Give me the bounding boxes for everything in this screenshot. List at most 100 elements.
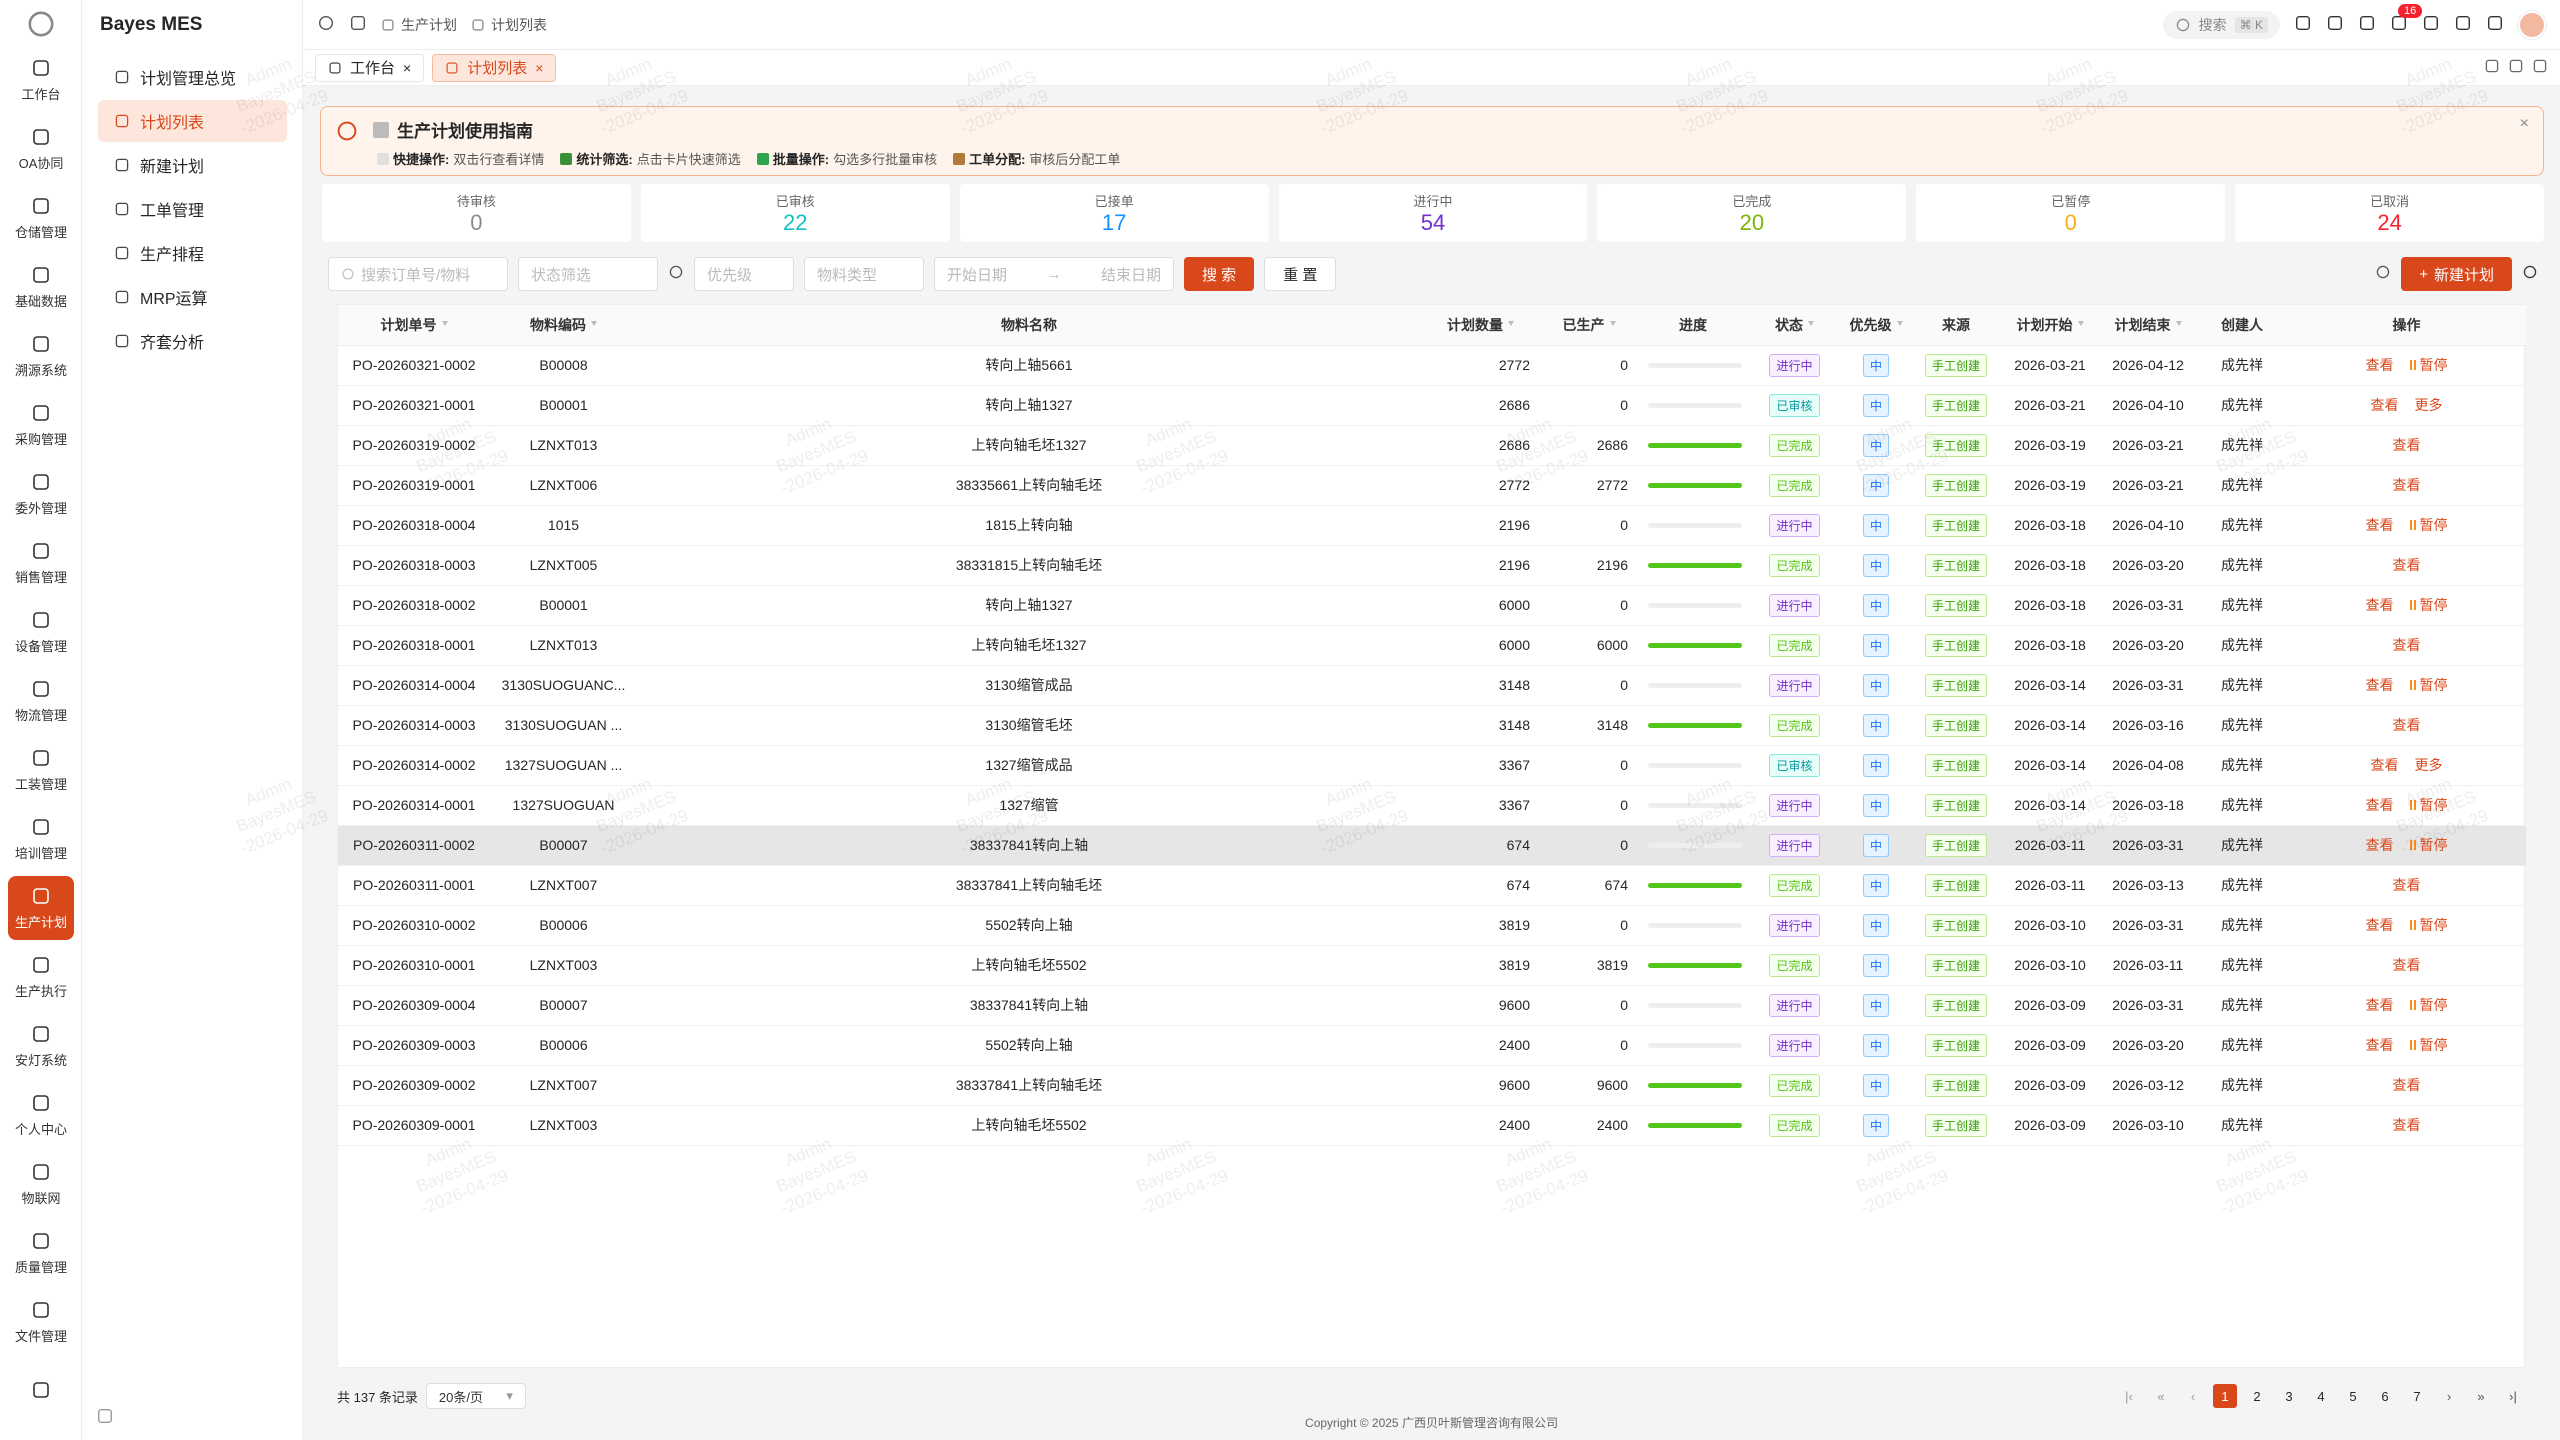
nav-item[interactable]: 培训管理	[8, 807, 74, 871]
action-link[interactable]: 暂停	[2409, 995, 2448, 1015]
nav-item[interactable]: 物联网	[8, 1152, 74, 1216]
nav-item[interactable]: 安灯系统	[8, 1014, 74, 1078]
date-range[interactable]: 开始日期 → 结束日期	[934, 257, 1174, 291]
table-row[interactable]: PO-20260309-0003 B00006 5502转向上轴 2400 0 进行中 中 手…	[338, 1025, 2526, 1066]
table-row[interactable]: PO-20260314-0004 3130SUOGUANC... 3130缩管成品 3…	[338, 665, 2526, 706]
action-link[interactable]: 查看	[2366, 995, 2394, 1015]
page-number[interactable]: 5	[2349, 1388, 2357, 1404]
toolbar-button[interactable]	[2422, 14, 2440, 35]
stat-card[interactable]: 已取消 24	[2235, 184, 2545, 242]
pager-nav[interactable]: |‹	[2125, 1388, 2133, 1404]
table-row[interactable]: PO-20260310-0002 B00006 5502转向上轴 3819 0 进行中 中 手…	[338, 905, 2526, 946]
nav-item[interactable]: 仓储管理	[8, 186, 74, 250]
pager-nav[interactable]: «	[2157, 1388, 2165, 1404]
refresh-button[interactable]	[317, 14, 335, 35]
tab[interactable]: 工作台 ×	[315, 53, 425, 82]
sub-item[interactable]: 计划列表	[98, 100, 287, 142]
nav-item[interactable]: 个人中心	[8, 1083, 74, 1147]
action-link[interactable]: 更多	[2415, 755, 2443, 775]
page-number[interactable]: 3	[2285, 1388, 2293, 1404]
action-link[interactable]: 查看	[2371, 395, 2399, 415]
page-number[interactable]: 2	[2253, 1388, 2261, 1404]
table-row[interactable]: PO-20260309-0001 LZNXT003 上转向轴毛坯5502 2400 24…	[338, 1105, 2526, 1146]
search-input[interactable]: 搜索订单号/物料	[328, 257, 508, 291]
action-link[interactable]: 查看	[2366, 1035, 2394, 1055]
action-link[interactable]: 查看	[2393, 875, 2421, 895]
toolbar-button[interactable]	[2454, 14, 2472, 35]
nav-item[interactable]: 文件管理	[8, 1290, 74, 1354]
collapse-button[interactable]	[96, 1407, 114, 1430]
table-row[interactable]: PO-20260318-0004 1015 1815上转向轴 2196 0 进行中 中 手工创…	[338, 505, 2526, 546]
column-header[interactable]: 计划单号	[338, 305, 490, 346]
nav-item[interactable]: 销售管理	[8, 531, 74, 595]
page-number[interactable]: 1	[2213, 1384, 2237, 1408]
breadcrumb-item[interactable]: 计划列表	[471, 15, 547, 35]
nav-item[interactable]: 设备管理	[8, 600, 74, 664]
table-row[interactable]: PO-20260319-0002 LZNXT013 上转向轴毛坯1327 2686 26…	[338, 425, 2526, 466]
nav-item[interactable]: 生产执行	[8, 945, 74, 1009]
tab-close[interactable]: ×	[535, 59, 544, 76]
table-row[interactable]: PO-20260314-0001 1327SUOGUAN 1327缩管 3367 0 进行…	[338, 785, 2526, 826]
column-header[interactable]: 物料编码	[490, 305, 637, 346]
sub-item[interactable]: 新建计划	[98, 144, 287, 186]
table-row[interactable]: PO-20260318-0003 LZNXT005 38331815上转向轴毛坯 21…	[338, 545, 2526, 586]
avatar[interactable]	[2518, 10, 2546, 39]
stat-card[interactable]: 已完成 20	[1597, 184, 1907, 242]
table-row[interactable]: PO-20260314-0003 3130SUOGUAN ... 3130缩管毛坯 3…	[338, 705, 2526, 746]
action-link[interactable]: 查看	[2393, 1115, 2421, 1135]
close-button[interactable]: ×	[2519, 115, 2529, 132]
breadcrumb-item[interactable]: 生产计划	[381, 15, 457, 35]
new-plan-button[interactable]: + 新建计划	[2401, 257, 2512, 291]
global-search[interactable]: 搜索 ⌘ K	[2162, 10, 2280, 39]
page-number[interactable]: 6	[2381, 1388, 2389, 1404]
pager-nav[interactable]: ‹	[2190, 1388, 2196, 1404]
page-number[interactable]: 4	[2317, 1388, 2325, 1404]
pager-nav[interactable]: ›	[2446, 1388, 2452, 1404]
action-link[interactable]: 查看	[2393, 1075, 2421, 1095]
column-header[interactable]: 已生产	[1540, 305, 1638, 346]
settings-button[interactable]	[2522, 264, 2538, 284]
home-button[interactable]	[349, 14, 367, 35]
toolbar-button[interactable]	[2358, 14, 2376, 35]
toolbar-button[interactable]	[2294, 14, 2312, 35]
sub-item[interactable]: 齐套分析	[98, 320, 287, 362]
action-link[interactable]: 暂停	[2409, 515, 2448, 535]
action-link[interactable]: 查看	[2366, 915, 2394, 935]
nav-item[interactable]: 采购管理	[8, 393, 74, 457]
table-row[interactable]: PO-20260319-0001 LZNXT006 38335661上转向轴毛坯 27…	[338, 465, 2526, 506]
action-link[interactable]: 暂停	[2409, 795, 2448, 815]
nav-item[interactable]: OA协同	[8, 117, 74, 181]
nav-item[interactable]: 生产计划	[8, 876, 74, 940]
material-type-select[interactable]: 物料类型	[804, 257, 924, 291]
action-link[interactable]: 查看	[2393, 555, 2421, 575]
notification-button[interactable]: 16	[2390, 4, 2423, 35]
nav-item[interactable]: 溯源系统	[8, 324, 74, 388]
action-link[interactable]: 查看	[2393, 955, 2421, 975]
action-link[interactable]: 暂停	[2409, 675, 2448, 695]
column-header[interactable]: 优先级	[1841, 305, 1911, 346]
stat-card[interactable]: 进行中 54	[1278, 184, 1588, 242]
action-link[interactable]: 暂停	[2409, 915, 2448, 935]
action-link[interactable]: 查看	[2393, 475, 2421, 495]
refresh-button[interactable]	[2375, 264, 2391, 284]
tab-tool[interactable]	[2532, 58, 2548, 78]
action-link[interactable]: 查看	[2366, 795, 2394, 815]
action-link[interactable]: 查看	[2393, 715, 2421, 735]
action-link[interactable]: 暂停	[2409, 835, 2448, 855]
priority-select[interactable]: 优先级	[694, 257, 794, 291]
action-link[interactable]: 查看	[2366, 515, 2394, 535]
page-number[interactable]: 7	[2413, 1388, 2421, 1404]
table-row[interactable]: PO-20260321-0001 B00001 转向上轴1327 2686 0 已审核 中 手…	[338, 385, 2526, 426]
action-link[interactable]: 暂停	[2409, 355, 2448, 375]
table-row[interactable]: PO-20260321-0002 B00008 转向上轴5661 2772 0 进行中 中 手…	[338, 345, 2526, 386]
tab-tool[interactable]	[2508, 58, 2524, 78]
page-size-select[interactable]: 20条/页 ▾	[425, 1383, 526, 1409]
table-row[interactable]: PO-20260311-0002 B00007 38337841转向上轴 674 0 进行…	[338, 825, 2526, 866]
nav-item[interactable]: 质量管理	[8, 1221, 74, 1285]
pager-nav[interactable]: ›|	[2509, 1388, 2517, 1404]
sub-item[interactable]: 生产排程	[98, 232, 287, 274]
table-row[interactable]: PO-20260310-0001 LZNXT003 上转向轴毛坯5502 3819 38…	[338, 945, 2526, 986]
action-link[interactable]: 查看	[2393, 435, 2421, 455]
column-header[interactable]: 计划数量	[1421, 305, 1540, 346]
table-row[interactable]: PO-20260318-0002 B00001 转向上轴1327 6000 0 进行中 中 手…	[338, 585, 2526, 626]
